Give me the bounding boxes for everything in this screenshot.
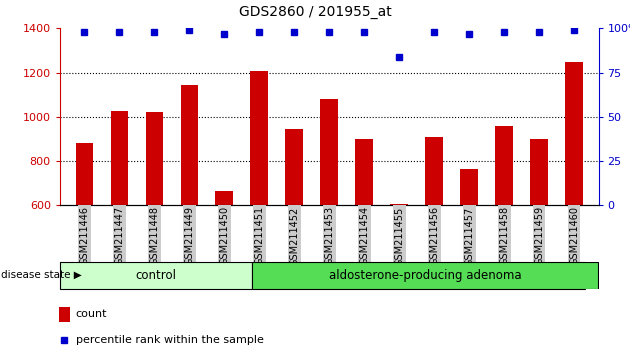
Bar [146, 113, 163, 205]
Text: GSM211447: GSM211447 [114, 206, 124, 266]
Bar [495, 126, 513, 205]
Text: GSM211458: GSM211458 [499, 206, 509, 266]
Bar [181, 85, 198, 205]
Text: GSM211453: GSM211453 [324, 206, 334, 266]
Text: disease state ▶: disease state ▶ [1, 270, 82, 280]
Bar [565, 62, 583, 205]
Text: GSM211460: GSM211460 [569, 206, 579, 265]
Text: percentile rank within the sample: percentile rank within the sample [76, 335, 264, 344]
Bar [285, 129, 303, 205]
Bar [461, 169, 478, 205]
Text: GDS2860 / 201955_at: GDS2860 / 201955_at [239, 5, 391, 19]
Text: GSM211455: GSM211455 [394, 206, 404, 266]
Text: GSM211449: GSM211449 [184, 206, 194, 265]
Text: GSM211452: GSM211452 [289, 206, 299, 266]
Text: count: count [76, 309, 107, 319]
Bar [111, 111, 128, 205]
Text: GSM211456: GSM211456 [429, 206, 439, 266]
Text: control: control [135, 269, 176, 282]
Bar [321, 99, 338, 205]
Text: GSM211448: GSM211448 [149, 206, 159, 265]
Bar [251, 72, 268, 205]
Bar [391, 204, 408, 205]
Text: GSM211454: GSM211454 [359, 206, 369, 266]
Text: GSM211457: GSM211457 [464, 206, 474, 266]
Bar [530, 139, 547, 205]
Bar [60, 262, 252, 289]
Text: GSM211459: GSM211459 [534, 206, 544, 266]
Text: GSM211446: GSM211446 [79, 206, 89, 265]
Bar [76, 143, 93, 205]
Bar [59, 307, 71, 322]
Bar [425, 137, 443, 205]
Text: aldosterone-producing adenoma: aldosterone-producing adenoma [329, 269, 522, 282]
Text: GSM211451: GSM211451 [255, 206, 264, 266]
Bar [252, 262, 598, 289]
Bar [355, 139, 373, 205]
Text: GSM211450: GSM211450 [219, 206, 229, 266]
Bar [215, 192, 233, 205]
